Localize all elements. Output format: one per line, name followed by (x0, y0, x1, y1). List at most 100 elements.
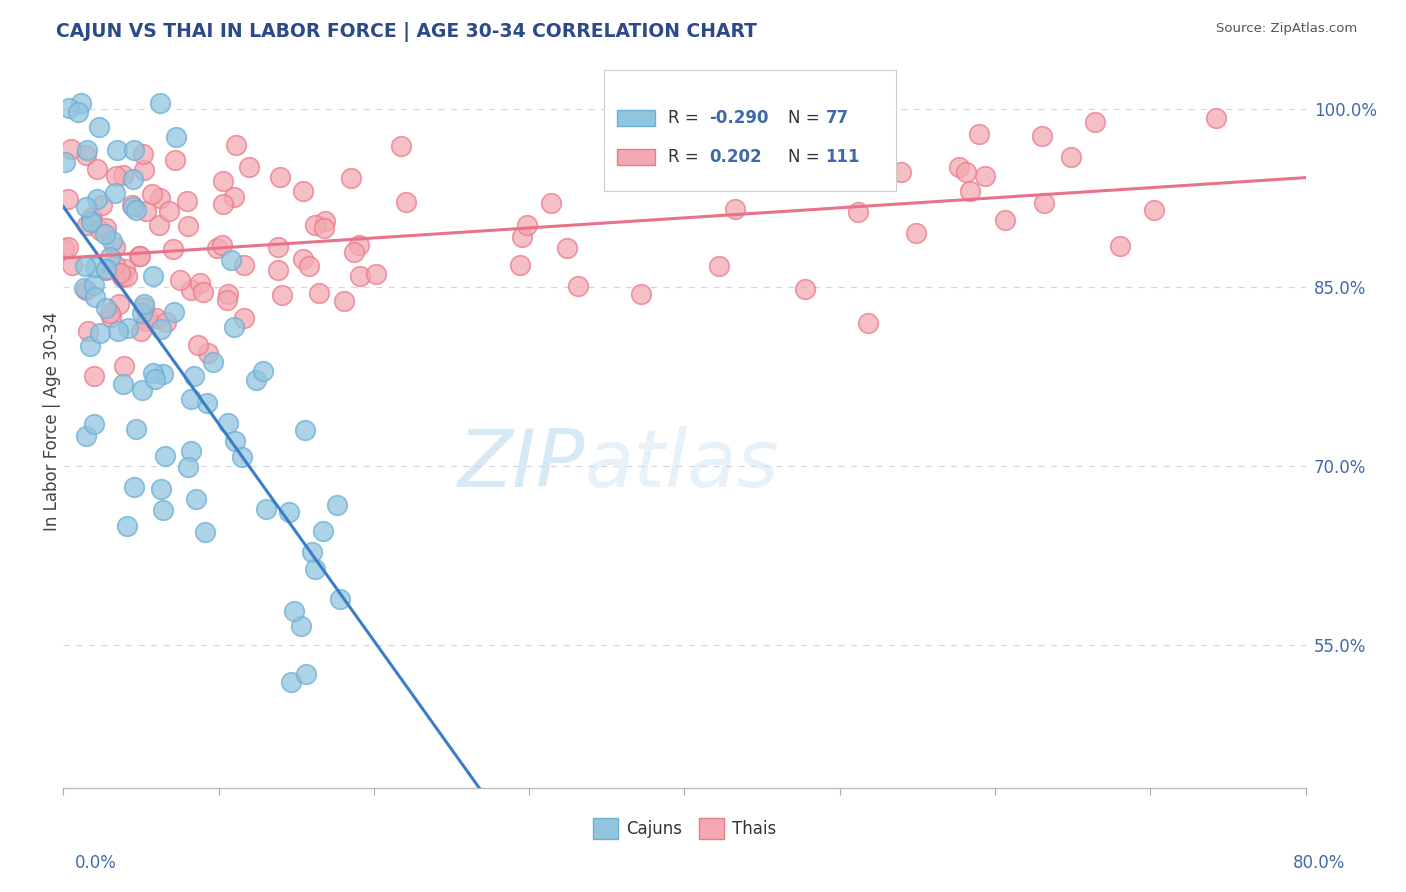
Point (129, 249, 152, 263)
Point (557, 241, 579, 255)
Point (115, 519, 138, 533)
Point (104, 240, 127, 254)
Point (77, 324, 100, 338)
Text: Source: ZipAtlas.com: Source: ZipAtlas.com (1216, 22, 1357, 36)
Point (630, 287, 652, 301)
Point (62, 258, 84, 272)
Point (96, 301, 118, 316)
Point (280, 674, 302, 689)
Point (267, 262, 290, 277)
Point (149, 95, 172, 110)
Point (540, 195, 562, 210)
Point (115, 268, 138, 283)
Point (149, 322, 172, 336)
Point (108, 266, 131, 280)
Point (509, 259, 531, 273)
Point (135, 203, 157, 218)
Point (217, 416, 239, 430)
Point (1143, 203, 1166, 218)
Point (252, 364, 274, 378)
Point (122, 144, 145, 158)
Point (197, 346, 219, 360)
Point (76, 144, 98, 158)
Point (312, 220, 335, 235)
Point (191, 285, 214, 299)
Point (180, 443, 202, 458)
Point (177, 219, 200, 234)
Text: 80.0%: 80.0% (1292, 855, 1346, 872)
Point (294, 424, 316, 438)
Point (52, 241, 75, 255)
Point (291, 184, 314, 198)
Point (283, 604, 305, 618)
Point (794, 282, 817, 296)
Point (132, 147, 155, 161)
Point (122, 172, 145, 186)
Point (134, 301, 156, 315)
Point (100, 310, 122, 324)
Point (267, 240, 290, 254)
Point (224, 434, 246, 449)
Point (304, 562, 326, 576)
Point (117, 320, 139, 334)
Point (105, 143, 128, 157)
Point (1108, 239, 1130, 253)
Point (188, 276, 211, 290)
Point (349, 268, 371, 283)
Point (212, 197, 235, 211)
Point (83, 417, 105, 432)
Point (90, 197, 112, 211)
Point (121, 200, 143, 214)
Point (905, 226, 928, 240)
Point (125, 421, 148, 435)
Point (510, 230, 533, 244)
Point (141, 187, 163, 202)
Point (856, 316, 879, 330)
Point (153, 449, 176, 463)
Point (112, 359, 135, 373)
Point (297, 259, 319, 273)
Point (329, 592, 352, 607)
Point (211, 173, 233, 187)
Point (291, 252, 314, 266)
Point (79, 339, 101, 353)
Point (290, 619, 312, 633)
Point (72, 281, 94, 295)
Point (136, 311, 159, 326)
Point (98, 250, 121, 264)
Point (145, 372, 167, 386)
Point (333, 294, 356, 309)
Point (86, 192, 108, 206)
Point (122, 480, 145, 494)
Point (567, 279, 589, 293)
Point (277, 504, 299, 518)
Point (114, 261, 136, 276)
Point (59, 142, 82, 156)
Point (969, 127, 991, 141)
Point (254, 501, 277, 516)
Text: CAJUN VS THAI IN LABOR FORCE | AGE 30-34 CORRELATION CHART: CAJUN VS THAI IN LABOR FORCE | AGE 30-34… (56, 22, 758, 42)
Point (83, 277, 105, 292)
Point (111, 269, 134, 284)
Point (187, 338, 209, 352)
Point (215, 293, 238, 307)
Point (225, 138, 247, 153)
Point (100, 306, 122, 320)
Point (145, 311, 167, 326)
Point (125, 203, 148, 218)
Point (340, 171, 363, 186)
Point (56, 239, 79, 253)
Point (222, 190, 245, 204)
Point (142, 269, 165, 284)
Text: ZIP: ZIP (458, 426, 585, 505)
Point (232, 258, 254, 272)
Point (270, 288, 292, 302)
Point (56, 192, 79, 206)
Point (104, 258, 127, 272)
Point (112, 169, 135, 183)
Y-axis label: In Labor Force | Age 30-34: In Labor Force | Age 30-34 (44, 312, 60, 531)
Point (75, 200, 97, 214)
Point (84, 290, 107, 304)
Point (195, 396, 218, 410)
Point (149, 191, 172, 205)
